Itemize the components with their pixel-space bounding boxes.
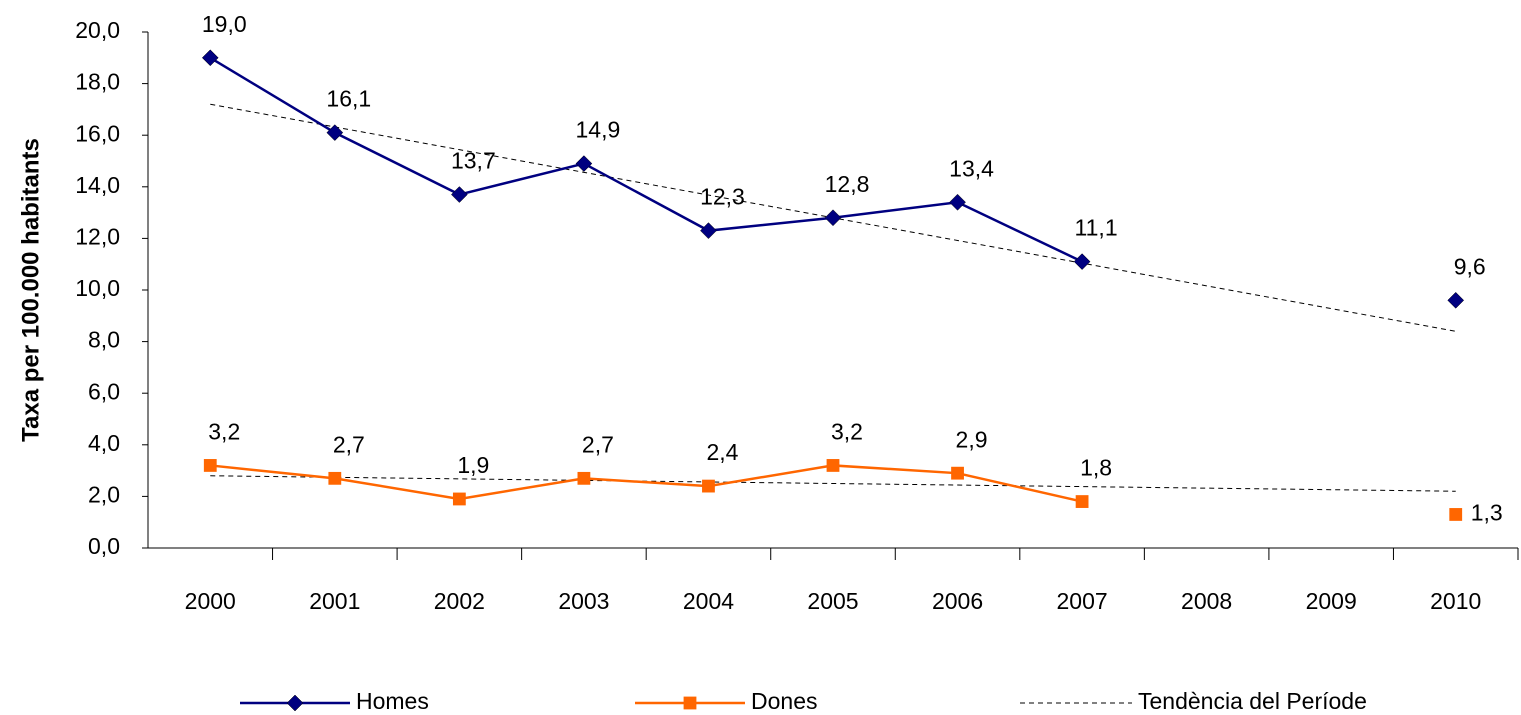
y-tick-label: 2,0 — [88, 481, 120, 507]
data-label: 1,8 — [1080, 455, 1112, 481]
marker — [700, 222, 717, 240]
data-label: 2,7 — [333, 431, 365, 457]
marker — [452, 492, 466, 506]
y-tick-label: 12,0 — [75, 223, 120, 249]
legend-label: Tendència del Període — [1138, 688, 1367, 714]
marker — [451, 186, 468, 203]
x-tick-label: 2008 — [1181, 588, 1232, 614]
marker — [575, 155, 593, 172]
data-label: 13,4 — [949, 155, 994, 181]
marker — [826, 459, 840, 472]
x-tick-label: 2002 — [434, 588, 485, 614]
data-label: 12,8 — [825, 171, 870, 197]
x-tick-label: 2001 — [309, 588, 360, 614]
data-label: 1,9 — [457, 452, 489, 478]
legend-marker — [683, 696, 697, 710]
data-label: 11,1 — [1075, 215, 1118, 241]
x-tick-label: 2003 — [558, 588, 609, 614]
y-tick-label: 8,0 — [88, 327, 120, 353]
trend-line — [210, 475, 1456, 492]
data-label: 1,3 — [1471, 500, 1503, 526]
data-label: 13,7 — [451, 148, 496, 174]
y-tick-label: 14,0 — [75, 172, 120, 198]
marker — [203, 459, 217, 472]
data-label: 2,7 — [582, 431, 614, 457]
legend-label: Dones — [751, 688, 817, 714]
x-tick-label: 2006 — [932, 588, 983, 614]
x-tick-label: 2009 — [1306, 588, 1357, 614]
x-tick-label: 2000 — [185, 588, 236, 614]
data-label: 2,9 — [956, 426, 988, 452]
y-tick-label: 18,0 — [75, 69, 120, 95]
y-tick-label: 0,0 — [88, 533, 120, 559]
marker — [326, 124, 344, 141]
marker — [1449, 508, 1463, 521]
data-label: 2,4 — [706, 439, 738, 465]
marker — [949, 193, 966, 211]
legend-marker — [286, 694, 304, 712]
marker — [1075, 495, 1089, 508]
series-line — [210, 465, 1455, 514]
data-label: 12,3 — [700, 184, 745, 210]
data-label: 19,0 — [202, 11, 247, 37]
x-tick-label: 2004 — [683, 588, 734, 614]
marker — [328, 471, 342, 485]
y-tick-label: 6,0 — [88, 378, 120, 404]
data-label: 3,2 — [831, 419, 863, 445]
x-tick-label: 2007 — [1057, 588, 1108, 614]
marker — [824, 209, 842, 227]
marker — [1073, 253, 1091, 270]
marker — [702, 479, 715, 493]
marker — [201, 49, 219, 67]
y-tick-label: 16,0 — [75, 120, 120, 146]
y-tick-label: 20,0 — [75, 17, 120, 43]
data-label: 9,6 — [1454, 253, 1486, 279]
data-label: 14,9 — [576, 117, 621, 143]
x-tick-label: 2005 — [807, 588, 858, 614]
y-tick-label: 10,0 — [75, 275, 120, 301]
marker — [951, 466, 964, 480]
x-tick-label: 2010 — [1430, 588, 1481, 614]
legend-label: Homes — [356, 688, 429, 714]
y-tick-label: 4,0 — [88, 430, 120, 456]
marker — [1447, 291, 1465, 309]
marker — [577, 471, 591, 485]
y-axis-title: Taxa per 100.000 habitants — [17, 138, 44, 442]
data-label: 16,1 — [326, 86, 371, 112]
data-label: 3,2 — [208, 419, 240, 445]
